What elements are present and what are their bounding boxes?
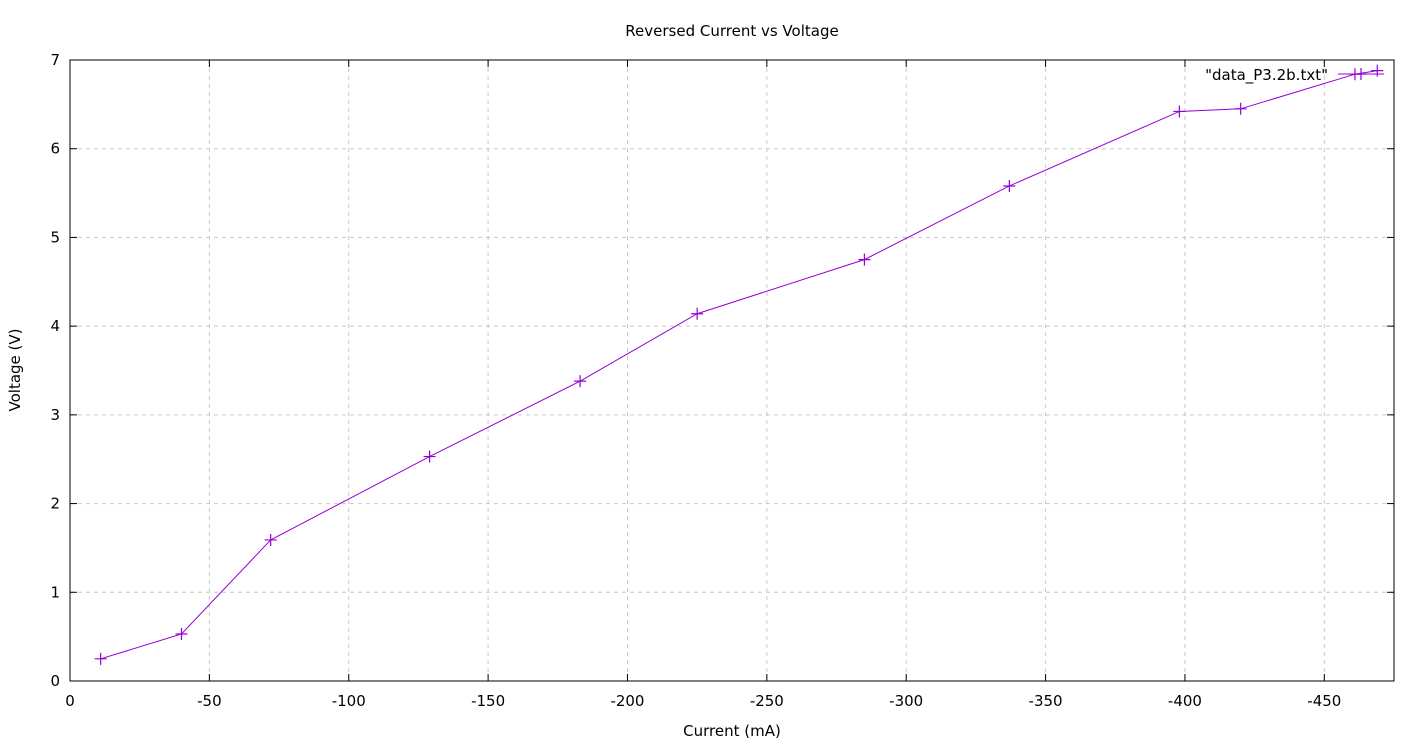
plot-frame [69, 59, 1395, 682]
x-tick-label: -250 [750, 692, 784, 710]
x-tick-label: -400 [1168, 692, 1202, 710]
x-tick-labels: 0 -50 -100 -150 -200 -250 -300 -350 -400 -450 [65, 692, 1341, 710]
x-axis-label: Current (mA) [683, 722, 781, 740]
y-tick-label: 1 [50, 583, 60, 601]
data-point [858, 253, 871, 266]
y-tick-label: 3 [50, 406, 60, 424]
legend-marker [1355, 68, 1367, 80]
x-tick-label: -150 [471, 692, 505, 710]
data-point [1003, 179, 1016, 192]
data-point [264, 533, 277, 546]
y-tick-label: 6 [50, 140, 60, 158]
x-tick-label: -450 [1307, 692, 1341, 710]
legend-label: "data_P3.2b.txt" [1205, 66, 1328, 85]
chart-title: Reversed Current vs Voltage [625, 22, 838, 40]
x-tick-label: -100 [332, 692, 366, 710]
x-tick-label: 0 [65, 692, 75, 710]
data-point [423, 450, 436, 463]
x-tick-label: -200 [610, 692, 644, 710]
data-point [94, 652, 107, 665]
y-tick-label: 5 [50, 228, 60, 246]
data-point [574, 375, 587, 388]
x-tick-label: -300 [889, 692, 923, 710]
y-tick-label: 7 [50, 51, 60, 69]
y-tick-label: 2 [50, 495, 60, 513]
data-point [1234, 102, 1247, 115]
x-tick-label: -350 [1029, 692, 1063, 710]
y-axis-label: Voltage (V) [6, 329, 24, 412]
series-layer [94, 64, 1384, 665]
data-point [691, 307, 704, 320]
y-tick-label: 0 [50, 672, 60, 690]
y-tick-label: 4 [50, 317, 60, 335]
y-tick-labels: 0 1 2 3 4 5 6 7 [50, 51, 60, 690]
ticks [69, 59, 1394, 682]
legend: "data_P3.2b.txt" [1205, 66, 1384, 85]
data-point [175, 627, 188, 640]
data-point [1173, 105, 1186, 118]
series-line [100, 70, 1378, 660]
data-point [1371, 64, 1384, 77]
x-tick-label: -50 [197, 692, 222, 710]
grid [70, 60, 1394, 681]
